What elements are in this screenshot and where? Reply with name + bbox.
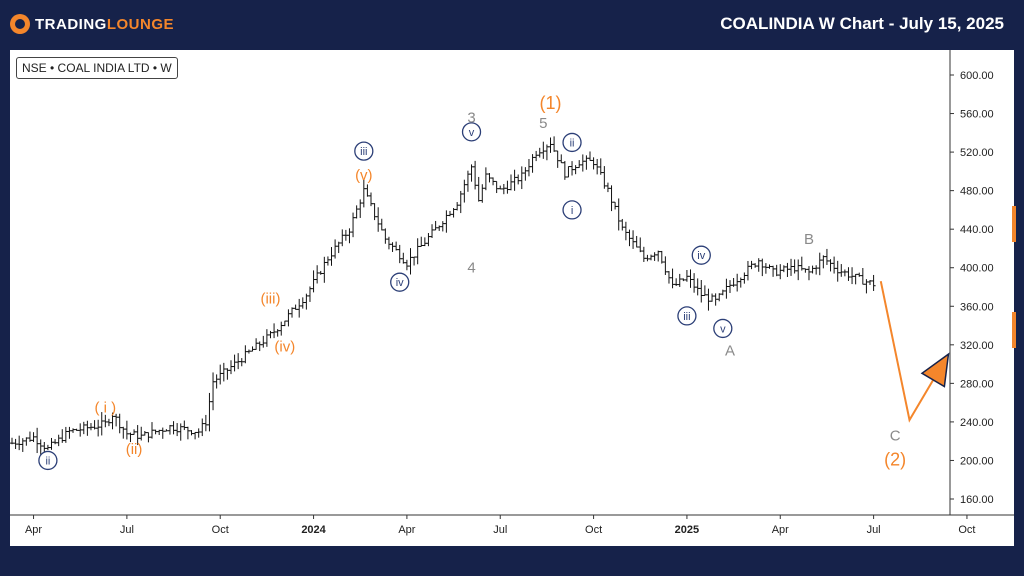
x-tick-label: Apr — [772, 524, 789, 536]
y-tick-label: 480.00 — [960, 186, 994, 198]
forecast-path — [879, 281, 947, 423]
wave-label: A — [725, 343, 735, 360]
wave-label: 5 — [539, 115, 547, 132]
logo-text-lounge: LOUNGE — [106, 15, 174, 33]
ohlc-bars — [10, 136, 876, 456]
logo-text-trading: TRADING — [35, 15, 107, 33]
y-tick-label: 360.00 — [960, 301, 994, 313]
y-tick-label: 200.00 — [960, 455, 994, 467]
y-tick-label: 520.00 — [960, 147, 994, 159]
wave-label-circle — [354, 141, 374, 161]
y-tick-label: 440.00 — [960, 224, 994, 236]
x-tick-label: Oct — [585, 524, 602, 536]
x-tick-label: Apr — [398, 524, 415, 536]
y-tick-label: 280.00 — [960, 378, 994, 390]
wave-label: ( i ) — [95, 399, 117, 416]
chart-title: COALINDIA W Chart - July 15, 2025 — [720, 14, 1004, 33]
wave-label: ii — [45, 455, 50, 467]
wave-label: (1) — [540, 93, 562, 113]
wave-label-circle — [713, 318, 733, 339]
x-tick-label: Apr — [25, 524, 42, 536]
wave-label: v — [720, 323, 726, 335]
y-tick-label: 560.00 — [960, 109, 994, 121]
wave-label: (v) — [355, 167, 373, 184]
wave-label: iii — [683, 311, 690, 323]
y-tick-label: 600.00 — [960, 70, 994, 82]
wave-label: 4 — [467, 260, 475, 277]
tradinglounge-logo: TRADINGLOUNGE — [10, 13, 174, 35]
chart-header: TRADINGLOUNGE COALINDIA W Chart - July 1… — [0, 0, 1024, 48]
wave-label-circle — [38, 450, 58, 471]
wave-label: iii — [360, 146, 367, 158]
logo-circle-icon — [10, 14, 30, 34]
wave-label: iv — [697, 250, 705, 262]
x-tick-label: 2024 — [301, 524, 326, 536]
wave-label: ii — [570, 137, 575, 149]
wave-label: 3 — [467, 109, 475, 126]
wave-label-circle — [562, 200, 582, 220]
x-tick-label: Jul — [867, 524, 881, 536]
wave-label-circle — [461, 122, 482, 142]
wave-label: (2) — [884, 449, 906, 469]
x-tick-label: 2025 — [675, 524, 699, 536]
wave-label: (iii) — [260, 291, 280, 308]
wave-label: (ii) — [126, 441, 143, 458]
wave-label-circle — [390, 272, 410, 292]
wave-label: C — [890, 427, 901, 444]
wave-label-circle — [677, 306, 697, 326]
x-tick-label: Jul — [120, 524, 134, 536]
forecast-arrow-icon — [920, 352, 950, 388]
side-accent-bar — [1012, 206, 1016, 242]
wave-label: v — [469, 127, 475, 139]
wave-label-circle — [691, 245, 711, 265]
wave-label-circle — [562, 132, 582, 153]
wave-label: i — [571, 205, 573, 217]
x-tick-label: Jul — [493, 524, 507, 536]
x-tick-label: Oct — [212, 524, 229, 536]
wave-label: B — [804, 231, 814, 248]
y-tick-label: 160.00 — [960, 494, 994, 506]
wave-label: (iv) — [274, 339, 295, 356]
symbol-label: NSE • COAL INDIA LTD • W — [16, 57, 178, 79]
x-tick-label: Oct — [958, 524, 975, 536]
y-tick-label: 400.00 — [960, 263, 994, 275]
y-tick-label: 240.00 — [960, 417, 994, 429]
wave-label: iv — [396, 277, 404, 289]
y-tick-label: 320.00 — [960, 340, 994, 352]
side-accent-bar — [1012, 312, 1016, 348]
chart-frame — [10, 50, 1014, 546]
